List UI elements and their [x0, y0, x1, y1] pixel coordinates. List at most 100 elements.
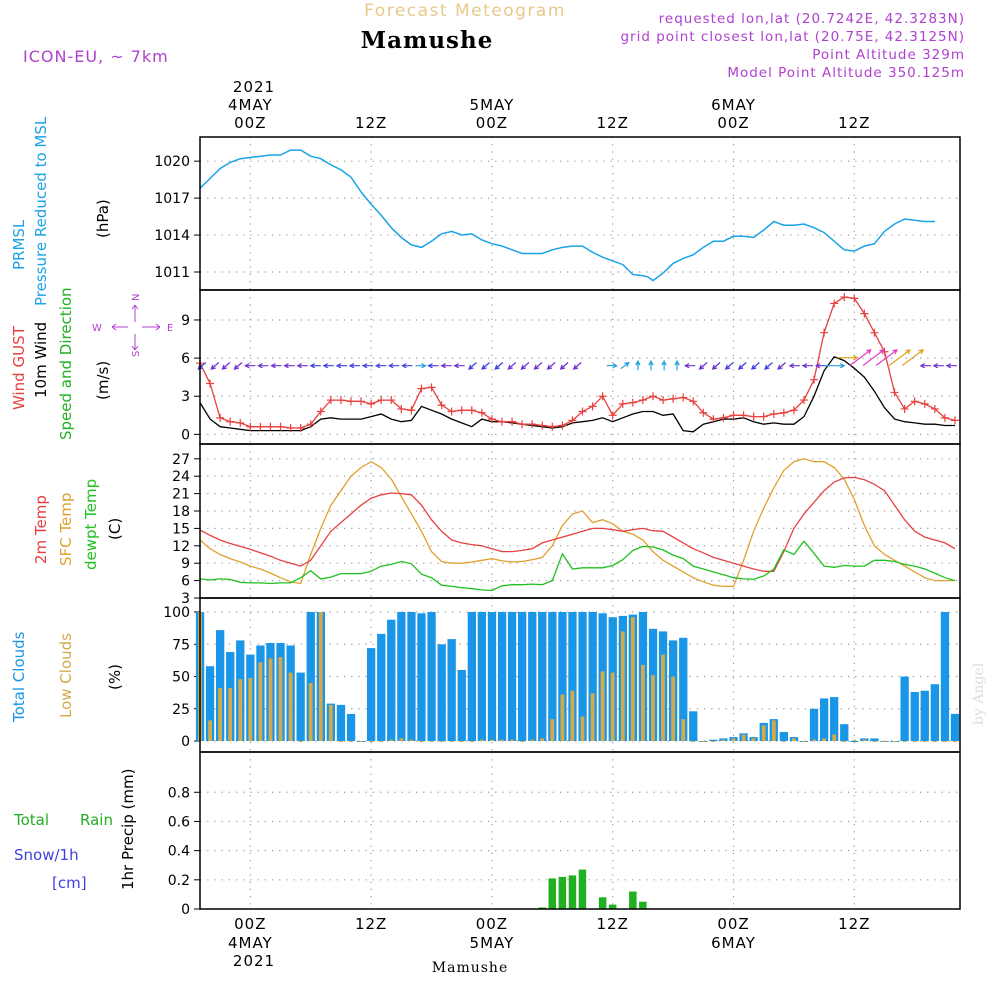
ytick-label-pressure: 1011 [154, 265, 190, 281]
low-cloud-bar [892, 741, 897, 742]
top-date-label: 4MAY [228, 96, 273, 114]
wind-direction-arrow [862, 349, 885, 366]
total-cloud-bar [467, 612, 476, 741]
gust-marker [497, 417, 506, 426]
low-cloud-bar [389, 739, 394, 741]
gust-marker [920, 399, 929, 408]
total-cloud-bar [709, 739, 718, 741]
wind-direction-arrow [283, 363, 295, 369]
wind-direction-arrow [348, 363, 360, 369]
gust-marker [669, 394, 678, 403]
gust-marker [467, 406, 476, 415]
wind-direction-arrow [849, 349, 872, 366]
gust-marker [850, 294, 859, 303]
legend-snow: Snow/1h [14, 846, 79, 864]
low-cloud-bar [238, 679, 243, 741]
total-cloud-bar [538, 612, 547, 741]
precip-bar [639, 901, 647, 909]
requested-coords: requested lon,lat (20.7242E, 42.3283N) [659, 11, 965, 27]
bottom-hour-label: 00Z [717, 915, 749, 933]
low-cloud-bar [500, 739, 504, 741]
gust-marker [628, 398, 637, 407]
gust-marker [910, 397, 919, 406]
ytick-label-wind: 9 [181, 313, 190, 329]
top-hour-label: 12Z [597, 114, 629, 132]
gust-marker [799, 396, 808, 405]
wind-direction-arrow [388, 363, 400, 369]
gust-marker [840, 293, 849, 302]
low-cloud-bar [580, 716, 585, 741]
total-cloud-bar [900, 676, 909, 741]
low-cloud-bar [278, 657, 283, 741]
gust-marker [789, 406, 798, 415]
wind-direction-arrow [440, 363, 452, 369]
gust-marker [558, 421, 567, 430]
gust-marker [749, 412, 758, 421]
low-cloud-bar [339, 741, 343, 742]
low-cloud-bar [882, 741, 887, 742]
low-cloud-bar [298, 741, 303, 742]
low-cloud-bar [248, 677, 253, 741]
bottom-date-label: 5MAY [470, 934, 515, 952]
ytick-label-clouds: 75 [172, 637, 190, 653]
gust-marker [648, 392, 657, 401]
gust-marker [679, 393, 688, 402]
legend-10m-wind: 10m Wind [32, 322, 50, 398]
ytick-label-precip: 0.4 [168, 844, 190, 860]
gust-marker [608, 411, 617, 420]
pressure-line [199, 149, 935, 282]
ytick-label-clouds: 50 [172, 670, 190, 686]
total-cloud-bar [930, 684, 939, 741]
low-cloud-bar [409, 739, 414, 741]
low-cloud-bar [751, 738, 756, 741]
point-altitude: Point Altitude 329m [812, 47, 965, 63]
gust-marker [206, 379, 215, 388]
low-cloud-bar [872, 741, 877, 742]
gust-marker [487, 415, 496, 424]
model-label: ICON-EU, ~ 7km [23, 47, 169, 66]
gust-marker [709, 415, 718, 424]
low-cloud-bar [912, 741, 917, 742]
bottom-hour-label: 00Z [234, 915, 266, 933]
precip-bar [578, 869, 587, 909]
wind-direction-arrow [221, 362, 231, 370]
ytick-label-clouds: 100 [163, 605, 190, 621]
gust-marker [739, 411, 748, 420]
ytick-label-pressure: 1020 [154, 154, 190, 170]
compass-e: E [167, 323, 173, 334]
low-cloud-bar [902, 741, 907, 742]
total-cloud-bar [497, 612, 507, 741]
low-cloud-bar [570, 690, 575, 741]
low-cloud-bar [822, 738, 826, 741]
precip-bar [558, 876, 567, 909]
wind-direction-arrow [453, 363, 465, 369]
low-cloud-bar [268, 658, 273, 741]
gust-marker [367, 399, 376, 408]
gust-marker [306, 420, 315, 429]
wind-direction-arrow [674, 359, 680, 371]
total-cloud-bar [387, 619, 396, 741]
gust-marker [779, 408, 788, 417]
credit-watermark: by Angel [971, 662, 987, 725]
gust-marker [659, 396, 668, 405]
low-cloud-bar [641, 664, 645, 741]
low-cloud-bar [922, 741, 927, 742]
total-cloud-bar [457, 670, 466, 741]
clouds-legend: Total Clouds Low Clouds (%) [10, 631, 124, 723]
top-date-label: 6MAY [711, 96, 756, 114]
low-cloud-bar [661, 654, 665, 741]
gust-marker [810, 375, 819, 384]
wind-direction-arrow [494, 362, 504, 370]
precip-legend: Total Rain Snow/1h [cm] 1hr Precip (mm) [13, 769, 137, 892]
wind-speed-line [199, 356, 955, 433]
top-hour-label: 00Z [476, 114, 508, 132]
gust-marker [729, 411, 738, 420]
gust-marker [820, 328, 829, 337]
low-cloud-bar [651, 675, 655, 741]
low-cloud-bar [479, 739, 484, 741]
wind-direction-arrow [788, 363, 800, 369]
wind-direction-arrow [711, 362, 721, 370]
low-cloud-bar [943, 741, 947, 742]
